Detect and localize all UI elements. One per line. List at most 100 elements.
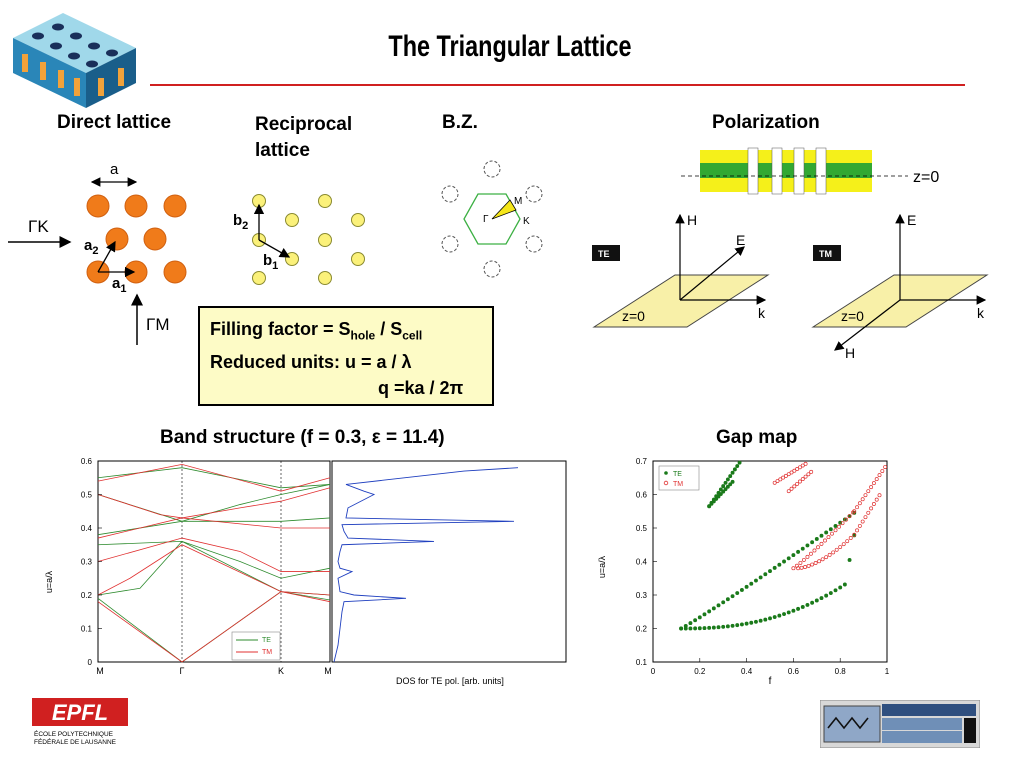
svg-text:E: E bbox=[907, 212, 916, 228]
tm-polarization-diagram: TM E k H z=0 bbox=[811, 212, 989, 361]
tm-band-line bbox=[97, 463, 331, 492]
brillouin-zone-diagram: M K Γ bbox=[441, 160, 543, 278]
gap-legend-tm: TM bbox=[673, 481, 683, 488]
svg-text:b1: b1 bbox=[263, 252, 278, 272]
tm-gap-point bbox=[834, 547, 839, 552]
gap-xtick: 0.4 bbox=[741, 667, 753, 676]
svg-text:FÉDÉRALE DE LAUSANNE: FÉDÉRALE DE LAUSANNE bbox=[34, 737, 117, 746]
band-ytick: 0.5 bbox=[81, 491, 93, 500]
svg-text:EPFL: EPFL bbox=[52, 700, 108, 725]
tm-gap-point bbox=[806, 472, 811, 477]
tm-gap-point bbox=[803, 565, 808, 569]
svg-text:H: H bbox=[687, 212, 697, 228]
te-gap-point bbox=[730, 479, 735, 484]
band-legend-te: TE bbox=[262, 637, 271, 644]
svg-text:a1: a1 bbox=[112, 275, 126, 295]
tm-gap-point bbox=[866, 510, 871, 515]
te-gap-point bbox=[709, 501, 714, 506]
te-gap-point bbox=[786, 610, 791, 615]
te-gap-point bbox=[707, 504, 712, 509]
te-gap-point bbox=[768, 616, 772, 621]
tm-gap-point bbox=[877, 473, 882, 478]
tm-gap-point bbox=[791, 566, 796, 571]
gap-xtick: 0 bbox=[651, 667, 656, 676]
band-ytick: 0.2 bbox=[81, 591, 93, 600]
tm-gap-point bbox=[860, 497, 865, 502]
tm-gap-point bbox=[799, 565, 804, 570]
te-gap-point bbox=[730, 470, 735, 475]
tm-gap-point bbox=[848, 536, 853, 540]
tm-gap-point bbox=[786, 489, 791, 494]
te-gap-point bbox=[777, 562, 782, 567]
bz-point-m: M bbox=[514, 196, 522, 207]
tm-gap-point bbox=[783, 473, 788, 478]
te-gap-point bbox=[697, 615, 702, 620]
te-gap-point bbox=[725, 484, 730, 489]
te-gap-point bbox=[805, 543, 810, 548]
tm-band-line bbox=[97, 517, 330, 539]
te-gap-point bbox=[739, 622, 744, 627]
tm-gap-point bbox=[827, 552, 832, 557]
te-gap-point bbox=[833, 523, 838, 528]
tm-gap-point bbox=[820, 557, 825, 562]
te-badge: TE bbox=[598, 249, 610, 259]
tm-gap-point bbox=[852, 509, 857, 514]
tm-gap-point bbox=[772, 480, 777, 485]
te-gap-point bbox=[702, 626, 707, 631]
band-ytick: 0.4 bbox=[81, 524, 93, 533]
band-kpoint-label: Γ bbox=[180, 666, 185, 676]
svg-text:z=0: z=0 bbox=[622, 308, 645, 324]
tm-gap-point bbox=[857, 501, 862, 506]
te-gap-point bbox=[732, 467, 737, 472]
tm-gap-point bbox=[824, 555, 829, 560]
band-ytick: 0.6 bbox=[81, 457, 93, 466]
tm-gap-point bbox=[840, 521, 845, 526]
te-gap-point bbox=[805, 602, 810, 607]
lattice-constant-a: a bbox=[110, 161, 119, 178]
tm-gap-point bbox=[798, 560, 803, 565]
heading-polarization: Polarization bbox=[712, 112, 820, 133]
tm-gap-point bbox=[806, 563, 811, 568]
tm-gap-point bbox=[795, 467, 800, 471]
vector-b2: b bbox=[233, 212, 242, 229]
te-band-line bbox=[97, 540, 331, 579]
tm-gap-point bbox=[805, 554, 810, 559]
epfl-logo: EPFL ÉCOLE POLYTECHNIQUE FÉDÉRALE DE LAU… bbox=[32, 698, 128, 746]
te-gap-point bbox=[707, 625, 712, 630]
slab-z0-label: z=0 bbox=[913, 169, 939, 186]
te-gap-point bbox=[768, 569, 772, 574]
tm-gap-point bbox=[800, 477, 805, 482]
gap-ytick: 0.5 bbox=[636, 524, 648, 533]
tm-gap-point bbox=[810, 562, 815, 567]
te-gap-point bbox=[796, 606, 801, 611]
tm-gap-point bbox=[831, 550, 836, 555]
te-gap-point bbox=[735, 591, 740, 595]
heading-band-structure: Band structure (f = 0.3, ε = 11.4) bbox=[160, 427, 445, 448]
gap-xtick: 1 bbox=[885, 667, 890, 676]
band-ylabel: u=a/λ bbox=[44, 570, 54, 593]
te-gap-point bbox=[721, 489, 726, 494]
tm-gap-point bbox=[789, 486, 794, 491]
direct-lattice-diagram: a a2 a1 ΓK ΓM bbox=[8, 161, 187, 345]
band-ytick: 0.3 bbox=[81, 558, 93, 567]
tm-gap-point bbox=[826, 535, 831, 540]
tm-gap-point bbox=[792, 484, 797, 489]
band-xlabel: DOS for TE pol. [arb. units] bbox=[396, 676, 504, 686]
te-gap-point bbox=[721, 600, 726, 605]
te-gap-point bbox=[688, 621, 693, 626]
gap-map-chart: 0 0.2 0.4 0.6 0.8 1 0.1 0.2 0.3 0.4 0.5 0.6 0.7 u=a/… bbox=[597, 457, 890, 687]
band-ytick: 0.1 bbox=[81, 625, 93, 634]
tm-gap-point bbox=[803, 461, 808, 466]
tm-gap-point bbox=[792, 468, 797, 473]
tm-gap-point bbox=[823, 538, 827, 543]
tm-band-line bbox=[97, 591, 331, 663]
te-gap-point bbox=[777, 613, 782, 618]
te-gap-point bbox=[800, 604, 805, 609]
te-gap-point bbox=[838, 585, 843, 590]
svg-text:E: E bbox=[736, 232, 745, 248]
label-gamma-m: ΓM bbox=[146, 315, 170, 334]
gap-ylabel: u=a/λ bbox=[597, 555, 607, 578]
tm-gap-point bbox=[833, 528, 838, 533]
gap-xtick: 0.6 bbox=[788, 667, 800, 676]
band-structure-chart: 0 0.1 0.2 0.3 0.4 0.5 0.6 M Γ K M u=a/λ DOS for TE… bbox=[44, 457, 567, 686]
